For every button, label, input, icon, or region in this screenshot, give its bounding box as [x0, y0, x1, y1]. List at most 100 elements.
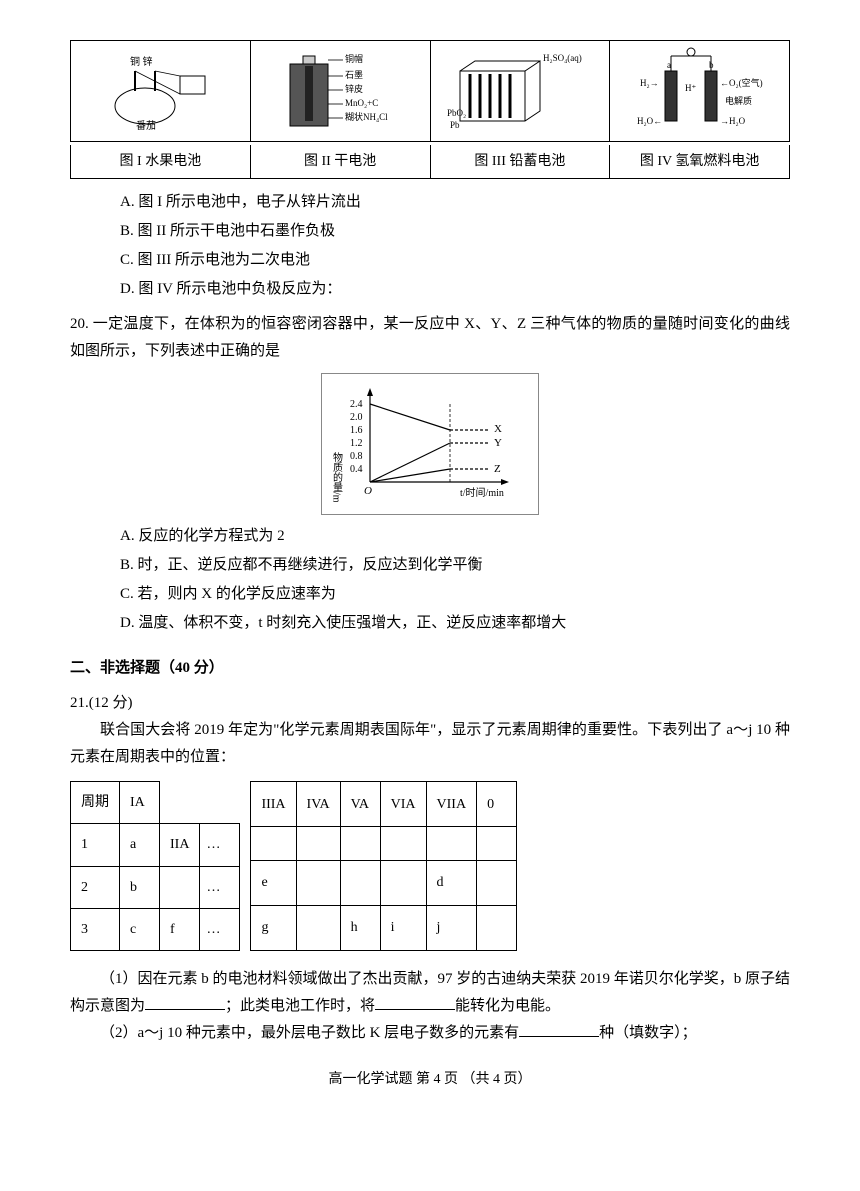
- pt-cell: 2: [71, 866, 120, 908]
- pt-cell: h: [340, 906, 380, 951]
- blank-input: [519, 1022, 599, 1037]
- q19-option-a: A. 图 I 所示电池中，电子从锌片流出: [70, 189, 790, 216]
- blank-input: [145, 995, 225, 1010]
- label-pb: Pb: [450, 120, 460, 130]
- pt-cell: …: [200, 908, 240, 950]
- pt-cell: [160, 866, 200, 908]
- battery-cell-4: a b H₂→ ←O₂(空气) H⁺ 电解质 H₂O← →H₂O: [610, 41, 789, 141]
- label-h2so4: H₂SO₄(aq): [543, 53, 582, 63]
- battery-label-4: 图 IV 氢氧燃料电池: [610, 145, 789, 178]
- label-h2: H₂→: [640, 78, 659, 88]
- q21-sub1: （1）因在元素 b 的电池材料领域做出了杰出贡献，97 岁的古迪纳夫荣获 201…: [70, 966, 790, 1020]
- svg-text:1.6: 1.6: [350, 425, 363, 436]
- pt-cell: 0: [477, 782, 517, 827]
- pt-cell: g: [251, 906, 296, 951]
- pt-cell: IA: [120, 782, 160, 824]
- pt-cell: VIA: [380, 782, 426, 827]
- q20-chart-container: 2.4 2.0 1.6 1.2 0.8 0.4 X Y Z O t/时间/min…: [70, 373, 790, 515]
- pt-cell: i: [380, 906, 426, 951]
- q20-stem: 20. 一定温度下，在体积为的恒容密闭容器中，某一反应中 X、Y、Z 三种气体的…: [70, 311, 790, 365]
- section2-header: 二、非选择题（40 分）: [70, 655, 790, 682]
- blank-input: [375, 995, 455, 1010]
- pt-cell: b: [120, 866, 160, 908]
- pt-cell: d: [426, 861, 477, 906]
- svg-text:X: X: [494, 423, 502, 435]
- label-mno2: MnO₂+C: [345, 98, 378, 108]
- label-pbo2: PbO₂: [447, 108, 466, 118]
- battery-label-row: 图 I 水果电池 图 II 干电池 图 III 铅蓄电池 图 IV 氢氧燃料电池: [70, 145, 790, 179]
- svg-text:1.2: 1.2: [350, 438, 363, 449]
- pt-cell: [380, 861, 426, 906]
- label-nh4cl: 糊状NH₄Cl: [345, 111, 388, 122]
- battery-cell-2: 铜帽 石墨 锌皮 MnO₂+C 糊状NH₄Cl: [251, 41, 431, 141]
- pt-cell: [426, 827, 477, 861]
- periodic-right: IIIA IVA VA VIA VIIA 0 e d g h i: [250, 781, 517, 951]
- pt-cell: VIIA: [426, 782, 477, 827]
- svg-text:0.8: 0.8: [350, 451, 363, 462]
- battery-cell-3: H₂SO₄(aq) PbO₂ Pb: [431, 41, 611, 141]
- q20-option-b: B. 时，正、逆反应都不再继续进行，反应达到化学平衡: [70, 552, 790, 579]
- pt-cell: [296, 906, 340, 951]
- q20-option-d: D. 温度、体积不变，t 时刻充入使压强增大，正、逆反应速率都增大: [70, 610, 790, 637]
- label-h2o-r: →H₂O: [720, 116, 746, 126]
- q21-sub2: （2）a～j 10 种元素中，最外层电子数比 K 层电子数多的元素有 种（填数字）…: [70, 1020, 790, 1047]
- pt-cell: IIA: [160, 824, 200, 866]
- battery-cell-1: 铜 锌 番茄: [71, 41, 251, 141]
- pt-cell: a: [120, 824, 160, 866]
- pt-cell: c: [120, 908, 160, 950]
- pt-cell: 1: [71, 824, 120, 866]
- q19-option-c: C. 图 III 所示电池为二次电池: [70, 247, 790, 274]
- periodic-table: 周期 IA 1 a IIA … 2 b … 3 c f … IIIA IVA V…: [70, 781, 790, 951]
- label-cu-zn: 铜 锌: [130, 55, 153, 68]
- label-hplus: H⁺: [685, 83, 696, 93]
- pt-cell: [380, 827, 426, 861]
- battery-label-1: 图 I 水果电池: [71, 145, 251, 178]
- label-electrolyte: 电解质: [725, 95, 752, 106]
- q21-sub2-pre: （2）a～j 10 种元素中，最外层电子数比 K 层电子数多的元素有: [100, 1025, 519, 1041]
- svg-text:Y: Y: [494, 437, 502, 449]
- q19-option-b: B. 图 II 所示干电池中石墨作负极: [70, 218, 790, 245]
- pt-cell-empty: [160, 782, 200, 824]
- pt-cell: j: [426, 906, 477, 951]
- svg-text:O: O: [364, 485, 372, 497]
- svg-text:2.0: 2.0: [350, 412, 363, 423]
- label-b: b: [709, 60, 714, 70]
- pt-cell: [296, 861, 340, 906]
- pt-cell: [477, 906, 517, 951]
- battery-diagram-row: 铜 锌 番茄 铜帽 石墨 锌皮 MnO₂+C 糊状NH₄Cl: [70, 40, 790, 142]
- label-zn: 锌皮: [345, 83, 363, 94]
- q21-sub1-mid: ；此类电池工作时，将: [225, 998, 375, 1014]
- q19-option-d: D. 图 IV 所示电池中负极反应为：: [70, 276, 790, 303]
- fruit-battery-sketch: 铜 锌 番茄: [71, 41, 250, 141]
- label-cu-cap: 铜帽: [345, 53, 363, 64]
- label-a: a: [667, 60, 671, 70]
- pt-cell: [251, 827, 296, 861]
- pt-cell: …: [200, 866, 240, 908]
- fuel-cell-sketch: a b H₂→ ←O₂(空气) H⁺ 电解质 H₂O← →H₂O: [610, 41, 789, 141]
- q21-sub2-end: 种（填数字）；: [599, 1025, 697, 1041]
- q20-option-c: C. 若，则内 X 的化学反应速率为: [70, 581, 790, 608]
- chart-ylabel: 物质的量/mol: [331, 451, 343, 502]
- q21-intro: 联合国大会将 2019 年定为"化学元素周期表国际年"，显示了元素周期律的重要性…: [70, 717, 790, 771]
- label-o2: ←O₂(空气): [720, 77, 763, 88]
- pt-cell: [477, 861, 517, 906]
- pt-cell: IVA: [296, 782, 340, 827]
- label-h2o-l: H₂O←: [637, 116, 662, 126]
- periodic-left: 周期 IA 1 a IIA … 2 b … 3 c f …: [70, 781, 240, 951]
- lead-battery-sketch: H₂SO₄(aq) PbO₂ Pb: [431, 41, 610, 141]
- pt-cell: [340, 827, 380, 861]
- battery-label-2: 图 II 干电池: [251, 145, 431, 178]
- pt-cell: 周期: [71, 782, 120, 824]
- svg-text:2.4: 2.4: [350, 399, 363, 410]
- dry-cell-sketch: 铜帽 石墨 锌皮 MnO₂+C 糊状NH₄Cl: [251, 41, 430, 141]
- svg-text:Z: Z: [494, 463, 501, 475]
- battery-label-3: 图 III 铅蓄电池: [431, 145, 611, 178]
- svg-text:0.4: 0.4: [350, 464, 363, 475]
- pt-cell: IIIA: [251, 782, 296, 827]
- pt-cell: f: [160, 908, 200, 950]
- pt-cell: 3: [71, 908, 120, 950]
- q20-option-a: A. 反应的化学方程式为 2: [70, 523, 790, 550]
- page-footer: 高一化学试题 第 4 页 （共 4 页）: [70, 1067, 790, 1092]
- pt-cell: VA: [340, 782, 380, 827]
- label-tomato: 番茄: [136, 119, 156, 131]
